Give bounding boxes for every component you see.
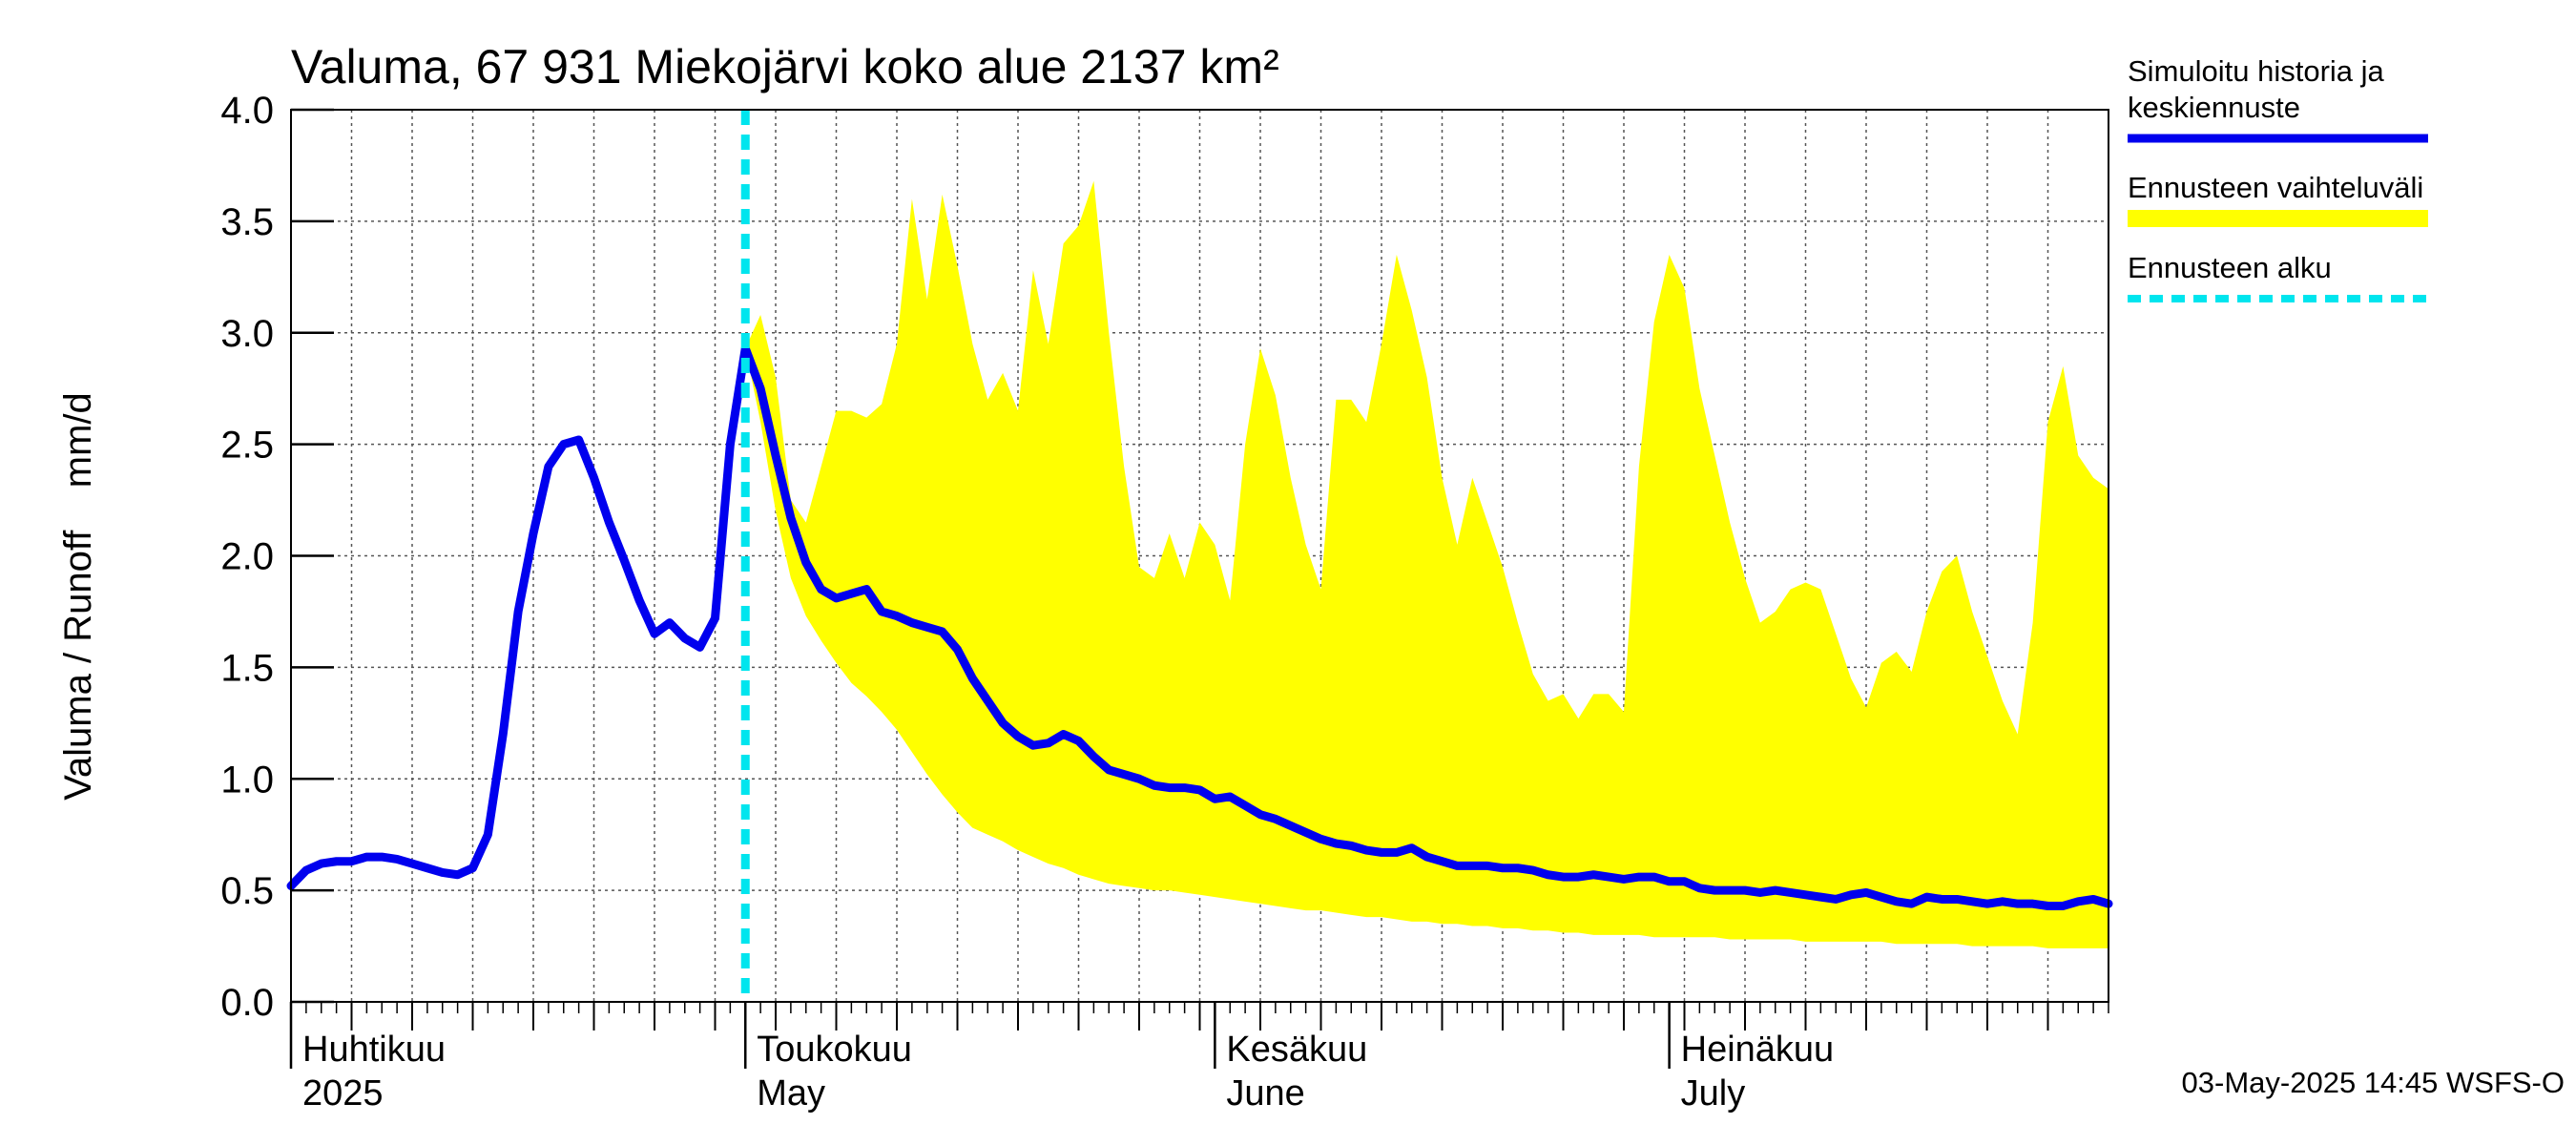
- y-tick-label: 3.5: [220, 201, 274, 243]
- axes: [289, 108, 2109, 1069]
- month-sublabel: June: [1226, 1073, 1304, 1114]
- chart-title: Valuma, 67 931 Miekojärvi koko alue 2137…: [291, 40, 1279, 94]
- month-sublabel: May: [757, 1073, 825, 1114]
- y-axis-label: Valuma / Runoff mm/d: [57, 392, 99, 801]
- y-tick-label: 2.0: [220, 536, 274, 578]
- month-label: Huhtikuu: [302, 1030, 446, 1070]
- series-line-simulated-runoff: [286, 344, 2113, 910]
- y-tick-label: 3.0: [220, 313, 274, 355]
- y-tick-label: 1.0: [220, 759, 274, 801]
- month-label: Heinäkuu: [1681, 1030, 1835, 1070]
- forecast-range-band: [745, 180, 2109, 948]
- y-tick-label: 1.5: [220, 647, 274, 689]
- y-tick-label: 0.5: [220, 870, 274, 912]
- y-tick-labels: 0.0 0.5 1.0 1.5 2.0 2.5 3.0 3.5 4.0: [220, 90, 274, 1024]
- month-sublabel: July: [1681, 1073, 1746, 1114]
- month-sublabel: 2025: [302, 1073, 384, 1114]
- y-tick-label: 2.5: [220, 425, 274, 467]
- legend-label: Ennusteen alku: [2128, 251, 2332, 284]
- y-tick-label: 4.0: [220, 90, 274, 132]
- month-label: Kesäkuu: [1226, 1030, 1367, 1070]
- series-layer: [286, 344, 2113, 910]
- y-tick-label: 0.0: [220, 982, 274, 1024]
- forecast-band-layer: [745, 180, 2109, 948]
- legend-label: keskiennuste: [2128, 91, 2300, 124]
- timestamp-footer: 03-May-2025 14:45 WSFS-O: [2182, 1066, 2565, 1099]
- legend-label: Simuloitu historia ja: [2128, 54, 2385, 88]
- legend-label: Ennusteen vaihteluväli: [2128, 171, 2423, 204]
- month-label: Toukokuu: [757, 1030, 912, 1070]
